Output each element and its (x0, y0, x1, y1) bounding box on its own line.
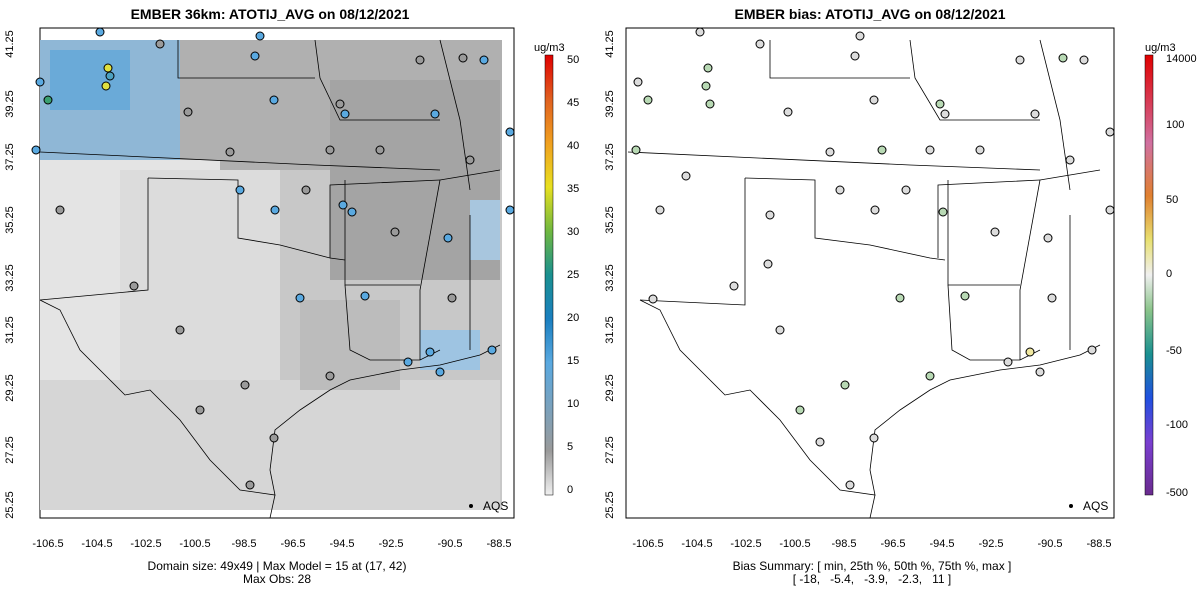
svg-text:33.25: 33.25 (604, 264, 616, 292)
right-aqs-marker (1069, 504, 1073, 508)
right-aqs-label: AQS (1083, 499, 1108, 513)
right-lon-axis: -106.5 -104.5 -102.5 -100.5 -98.5 -96.5 … (632, 538, 1111, 550)
svg-text:40: 40 (567, 140, 579, 152)
svg-text:14000: 14000 (1166, 53, 1197, 65)
svg-text:-104.5: -104.5 (81, 538, 112, 550)
svg-text:-500: -500 (1166, 487, 1188, 499)
svg-text:-50: -50 (1166, 345, 1182, 357)
svg-text:30: 30 (567, 226, 579, 238)
svg-text:-90.5: -90.5 (1037, 538, 1062, 550)
svg-text:25.25: 25.25 (4, 491, 16, 519)
left-lon-axis: -106.5 -104.5 -102.5 -100.5 -98.5 -96.5 … (32, 538, 511, 550)
left-aqs-marker (469, 504, 473, 508)
svg-text:31.25: 31.25 (604, 316, 616, 344)
right-lat-axis: 41.25 39.25 37.25 35.25 33.25 31.25 29.2… (604, 30, 616, 519)
svg-text:37.25: 37.25 (4, 143, 16, 171)
svg-text:25.25: 25.25 (604, 491, 616, 519)
svg-text:29.25: 29.25 (4, 374, 16, 402)
left-colorbar (544, 54, 554, 496)
right-map: AQS -500 -100 -50 0 50 100 14000 -106.5 … (604, 27, 1197, 550)
svg-text:-98.5: -98.5 (231, 538, 256, 550)
svg-text:-100.5: -100.5 (779, 538, 810, 550)
svg-text:50: 50 (567, 54, 579, 66)
svg-text:35.25: 35.25 (604, 206, 616, 234)
svg-text:27.25: 27.25 (4, 436, 16, 464)
svg-text:15: 15 (567, 355, 579, 367)
svg-text:41.25: 41.25 (604, 30, 616, 58)
left-obs-points (31, 27, 515, 490)
svg-text:39.25: 39.25 (4, 90, 16, 118)
svg-text:27.25: 27.25 (604, 436, 616, 464)
left-aqs-label: AQS (483, 499, 508, 513)
svg-text:-94.5: -94.5 (929, 538, 954, 550)
svg-text:-102.5: -102.5 (130, 538, 161, 550)
svg-text:29.25: 29.25 (604, 374, 616, 402)
left-footer-line1: Domain size: 49x49 | Max Model = 15 at (… (147, 559, 407, 573)
svg-text:0: 0 (1166, 268, 1172, 280)
svg-text:41.25: 41.25 (4, 30, 16, 58)
svg-text:-88.5: -88.5 (486, 538, 511, 550)
svg-text:-106.5: -106.5 (32, 538, 63, 550)
svg-text:33.25: 33.25 (4, 264, 16, 292)
svg-text:-104.5: -104.5 (681, 538, 712, 550)
right-footer-line2: [ -18, -5.4, -3.9, -2.3, 11 ] (792, 572, 952, 586)
svg-text:37.25: 37.25 (604, 143, 616, 171)
left-map: AQS 0 5 10 15 20 25 30 35 40 45 50 -106.… (4, 27, 579, 550)
svg-text:35.25: 35.25 (4, 206, 16, 234)
left-colorbar-ticks: 0 5 10 15 20 25 30 35 40 45 50 (567, 54, 579, 496)
svg-text:-90.5: -90.5 (437, 538, 462, 550)
svg-text:-106.5: -106.5 (632, 538, 663, 550)
svg-text:31.25: 31.25 (4, 316, 16, 344)
svg-text:45: 45 (567, 97, 579, 109)
svg-text:-96.5: -96.5 (280, 538, 305, 550)
right-colorbar-ticks: -500 -100 -50 0 50 100 14000 (1166, 53, 1197, 499)
svg-text:-100.5: -100.5 (179, 538, 210, 550)
svg-text:-102.5: -102.5 (730, 538, 761, 550)
svg-text:-96.5: -96.5 (880, 538, 905, 550)
right-colorbar (1144, 54, 1154, 496)
svg-text:-100: -100 (1166, 419, 1188, 431)
svg-text:-92.5: -92.5 (978, 538, 1003, 550)
svg-text:39.25: 39.25 (604, 90, 616, 118)
svg-text:35: 35 (567, 183, 579, 195)
svg-text:25: 25 (567, 269, 579, 281)
svg-text:50: 50 (1166, 194, 1178, 206)
svg-text:10: 10 (567, 398, 579, 410)
svg-text:0: 0 (567, 484, 573, 496)
right-obs-points (631, 27, 1115, 490)
svg-text:-92.5: -92.5 (378, 538, 403, 550)
left-footer-line2: Max Obs: 28 (242, 572, 312, 586)
svg-text:100: 100 (1166, 119, 1184, 131)
right-map-title: EMBER bias: ATOTIJ_AVG on 08/12/2021 (734, 6, 1006, 22)
svg-text:-98.5: -98.5 (831, 538, 856, 550)
svg-text:20: 20 (567, 312, 579, 324)
left-unit-label: ug/m3 (534, 42, 565, 54)
svg-text:-94.5: -94.5 (329, 538, 354, 550)
left-map-title: EMBER 36km: ATOTIJ_AVG on 08/12/2021 (130, 6, 410, 22)
right-unit-label: ug/m3 (1145, 42, 1176, 54)
right-footer-line1: Bias Summary: [ min, 25th %, 50th %, 75t… (732, 559, 1012, 573)
svg-text:-88.5: -88.5 (1086, 538, 1111, 550)
svg-text:5: 5 (567, 441, 573, 453)
left-lat-axis: 41.25 39.25 37.25 35.25 33.25 31.25 29.2… (4, 30, 16, 519)
